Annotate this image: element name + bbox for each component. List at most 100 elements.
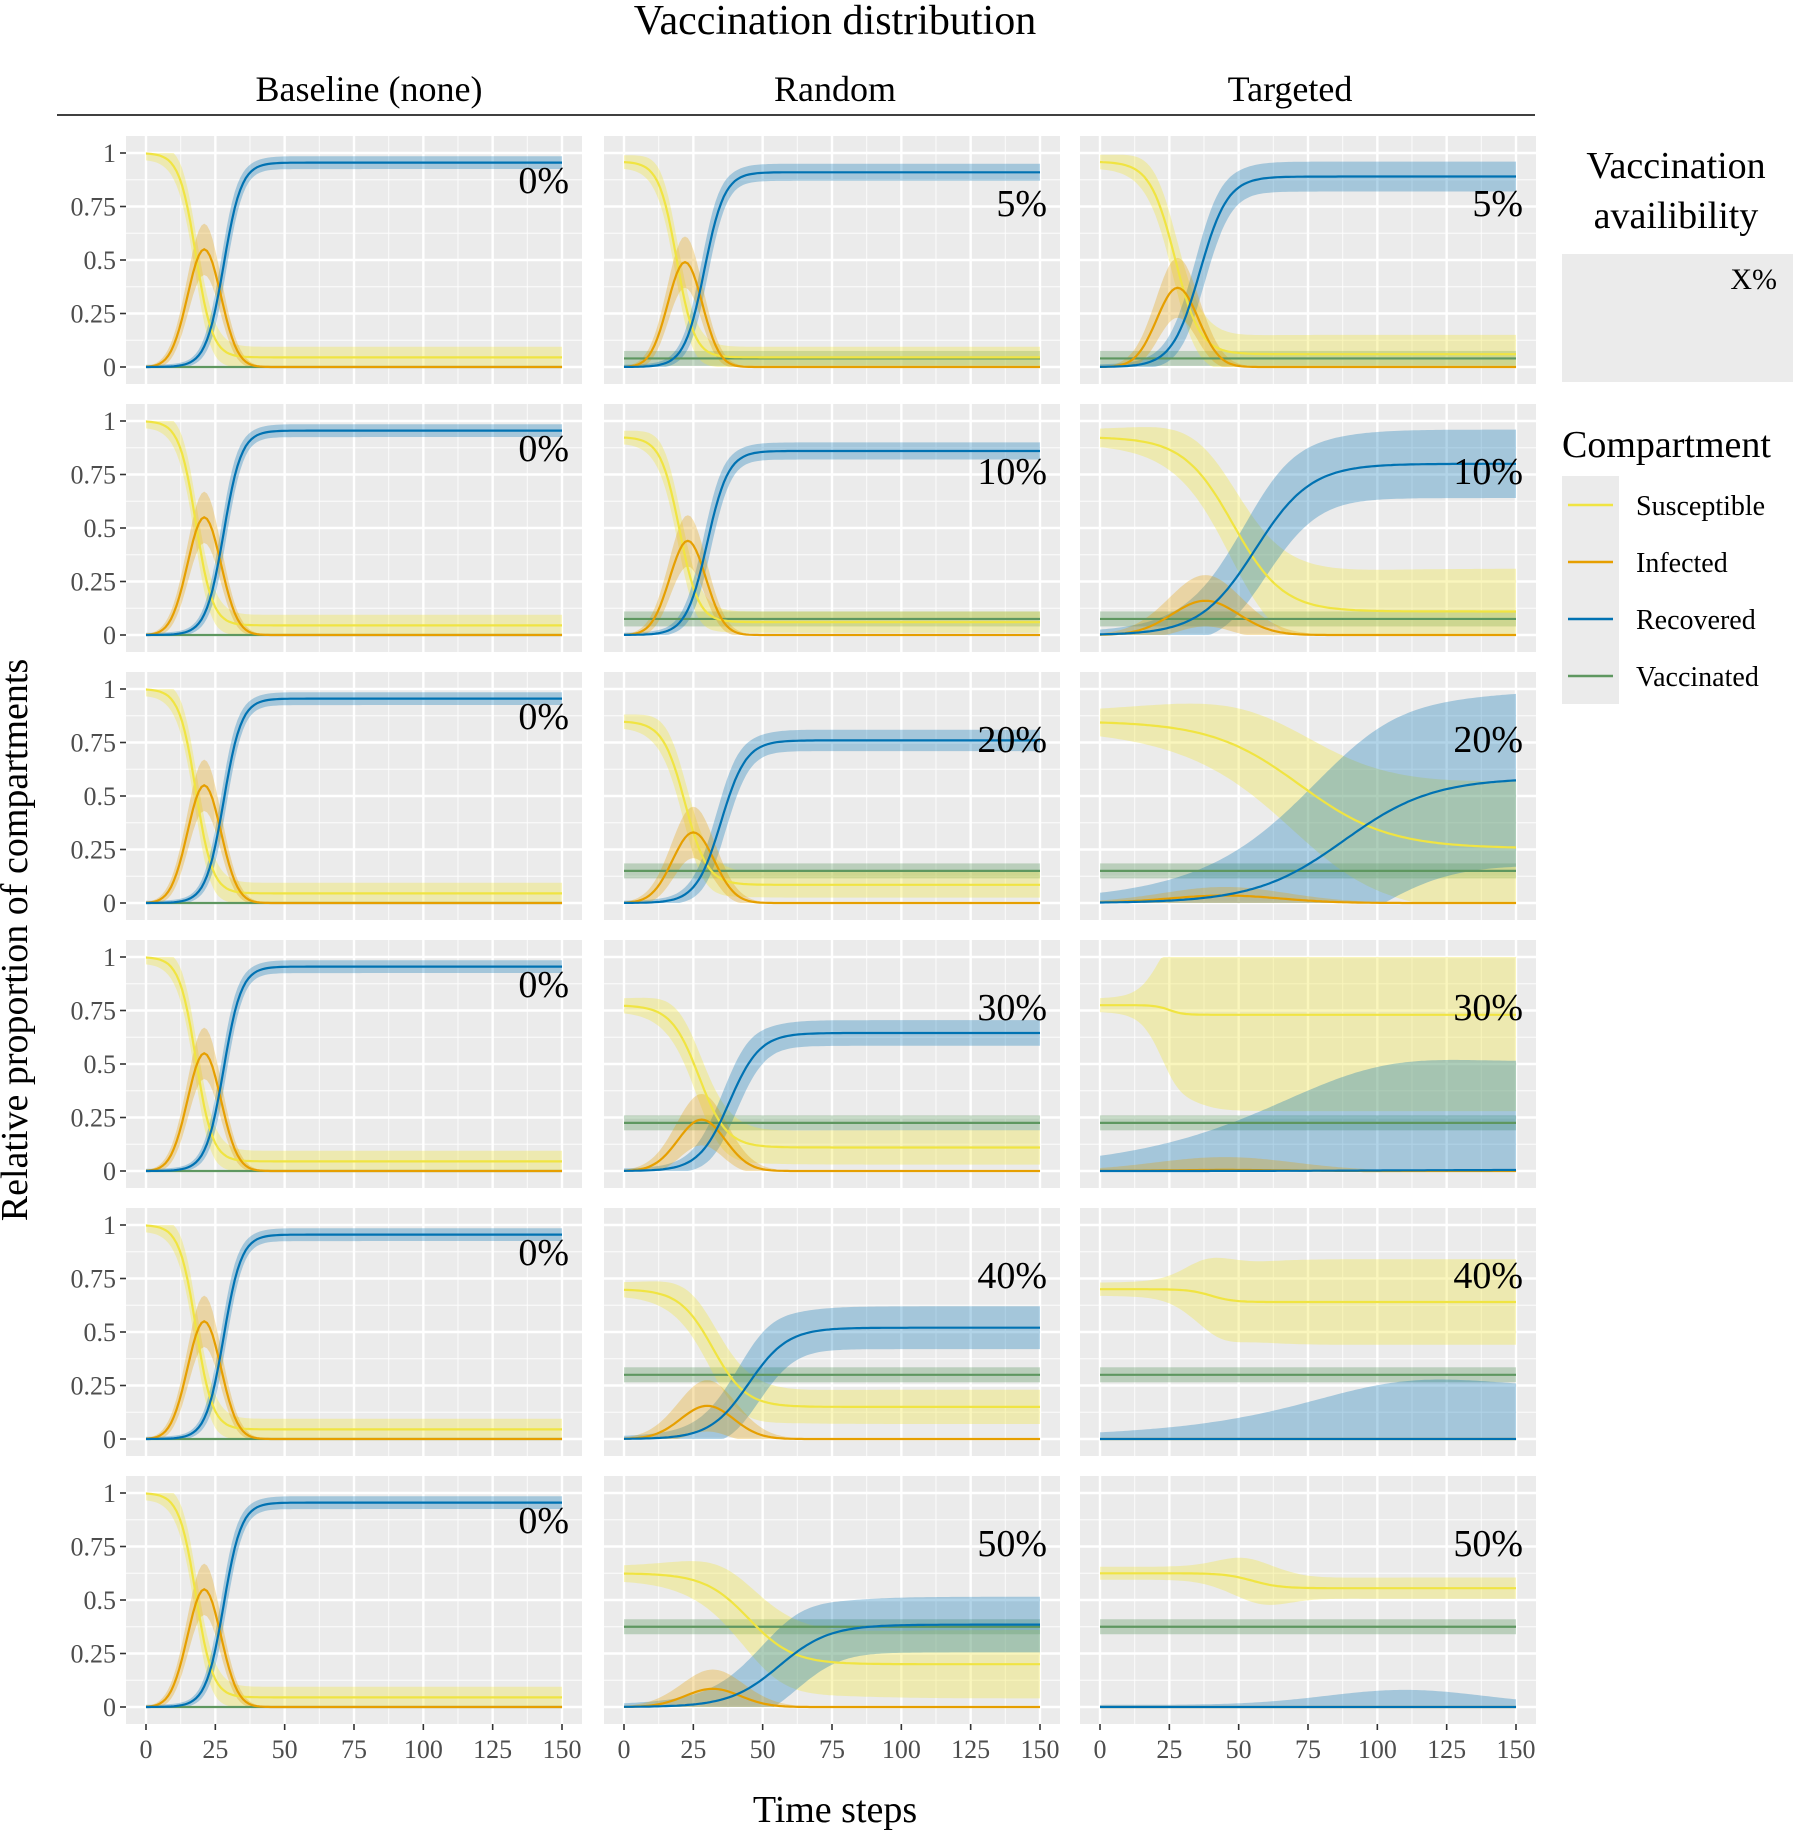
recovered-line bbox=[146, 965, 562, 1173]
facet-legend-title-line1: Vaccination availibility bbox=[1586, 145, 1765, 237]
panel-r5-c2: 40% bbox=[604, 1208, 1060, 1456]
y-tick-label: 1 bbox=[103, 139, 116, 168]
column-label-baseline: Baseline (none) bbox=[256, 69, 483, 109]
susceptible-line bbox=[623, 1288, 1040, 1408]
infected-line bbox=[623, 831, 1040, 905]
susceptible-line bbox=[145, 688, 562, 895]
x-tick-label: 150 bbox=[1497, 1735, 1536, 1764]
susceptible-line bbox=[145, 420, 562, 627]
x-tick-label: 75 bbox=[819, 1735, 845, 1764]
x-tick-label: 100 bbox=[1358, 1735, 1397, 1764]
infected-line bbox=[624, 1687, 1040, 1709]
x-tick-label: 100 bbox=[882, 1735, 921, 1764]
panel-r2-c1: 0% 0 0.25 0.5 0.75 1 bbox=[71, 404, 582, 652]
x-tick-label: 75 bbox=[1295, 1735, 1321, 1764]
susceptible-line bbox=[1100, 1288, 1516, 1304]
column-label-targeted: Targeted bbox=[1228, 69, 1353, 109]
panel-r6-c3: 50% 0 25 50 75 100 125 150 bbox=[1080, 1476, 1536, 1764]
y-tick-label: 0.75 bbox=[71, 193, 117, 222]
susceptible-line bbox=[623, 1004, 1040, 1149]
x-tick-label: 50 bbox=[1226, 1735, 1252, 1764]
x-tick-label: 75 bbox=[341, 1735, 367, 1764]
panel-r6-c2: 50% 0 25 50 75 100 125 150 bbox=[604, 1476, 1060, 1764]
y-tick-label: 0.75 bbox=[71, 461, 117, 490]
compartment-legend-title: Compartment bbox=[1562, 424, 1771, 466]
availability-label: 20% bbox=[1453, 719, 1523, 761]
susceptible-line bbox=[145, 152, 562, 359]
susceptible-line bbox=[145, 956, 562, 1163]
legend-label-recovered: Recovered bbox=[1636, 605, 1756, 636]
y-tick-label: 0 bbox=[103, 1425, 116, 1454]
infected-band bbox=[624, 1094, 1040, 1171]
x-tick-label: 150 bbox=[543, 1735, 582, 1764]
x-tick-label: 25 bbox=[1156, 1735, 1182, 1764]
susceptible-band bbox=[1100, 957, 1516, 1112]
availability-label: 50% bbox=[977, 1523, 1047, 1565]
availability-label: 30% bbox=[977, 987, 1047, 1029]
recovered-line bbox=[146, 1501, 562, 1709]
availability-label: 0% bbox=[518, 1232, 569, 1274]
panel-r4-c2: 30% bbox=[604, 940, 1060, 1188]
x-tick-label: 0 bbox=[1094, 1735, 1107, 1764]
recovered-band bbox=[624, 1306, 1040, 1439]
y-tick-label: 1 bbox=[103, 943, 116, 972]
availability-label: 0% bbox=[518, 1500, 569, 1542]
legend-label-vaccinated: Vaccinated bbox=[1636, 662, 1759, 693]
infected-line bbox=[623, 1118, 1040, 1173]
recovered-line bbox=[146, 697, 562, 905]
y-tick-label: 0.5 bbox=[84, 1318, 117, 1347]
susceptible-band bbox=[624, 430, 1040, 633]
recovered-line bbox=[1100, 779, 1517, 904]
infected-band bbox=[1100, 1157, 1516, 1171]
recovered-band bbox=[1100, 161, 1516, 367]
x-tick-label: 50 bbox=[272, 1735, 298, 1764]
availability-label: 40% bbox=[1453, 1255, 1523, 1297]
y-tick-label: 0.75 bbox=[71, 1533, 117, 1562]
panel-r2-c3: 10% bbox=[1080, 404, 1536, 652]
facet-legend-example: X% bbox=[1730, 263, 1777, 296]
y-tick-label: 1 bbox=[103, 407, 116, 436]
infected-line bbox=[145, 784, 562, 905]
y-tick-label: 0.25 bbox=[71, 836, 117, 865]
x-tick-label: 150 bbox=[1021, 1735, 1060, 1764]
susceptible-band bbox=[624, 1281, 1040, 1424]
susceptible-line bbox=[1099, 436, 1516, 613]
recovered-line bbox=[623, 1031, 1040, 1172]
x-tick-label: 125 bbox=[473, 1735, 512, 1764]
y-tick-label: 0.25 bbox=[71, 1104, 117, 1133]
susceptible-line bbox=[145, 1492, 562, 1699]
susceptible-line bbox=[1100, 1004, 1516, 1016]
recovered-line bbox=[1100, 1168, 1516, 1173]
y-tick-label: 0.5 bbox=[84, 782, 117, 811]
recovered-line bbox=[624, 739, 1040, 904]
recovered-line bbox=[624, 449, 1040, 636]
y-tick-label: 0.25 bbox=[71, 1640, 117, 1669]
y-tick-label: 0 bbox=[103, 621, 116, 650]
availability-label: 50% bbox=[1453, 1523, 1523, 1565]
infected-line bbox=[145, 516, 562, 637]
x-tick-label: 0 bbox=[140, 1735, 153, 1764]
x-tick-label: 0 bbox=[618, 1735, 631, 1764]
y-tick-label: 0.75 bbox=[71, 997, 117, 1026]
infected-line bbox=[145, 1052, 562, 1173]
infected-line bbox=[145, 1320, 562, 1441]
infected-band bbox=[624, 515, 1040, 635]
infected-line bbox=[145, 248, 562, 369]
y-tick-label: 0 bbox=[103, 353, 116, 382]
recovered-line bbox=[146, 161, 562, 369]
y-tick-label: 0.5 bbox=[84, 1050, 117, 1079]
infected-line bbox=[623, 539, 1040, 637]
availability-label: 20% bbox=[977, 719, 1047, 761]
recovered-band bbox=[624, 729, 1040, 903]
infected-band bbox=[624, 806, 1040, 903]
y-tick-label: 0.75 bbox=[71, 729, 117, 758]
legend-label-susceptible: Susceptible bbox=[1636, 491, 1765, 522]
y-tick-label: 0.25 bbox=[71, 1372, 117, 1401]
panel-r1-c3: 5% bbox=[1080, 136, 1536, 384]
infected-line bbox=[623, 260, 1040, 369]
recovered-band bbox=[1100, 693, 1516, 903]
susceptible-line bbox=[1099, 160, 1516, 356]
panel-r6-c1: 0% 0 0.25 0.5 0.75 1 0 25 50 75 100 125 150 bbox=[71, 1476, 582, 1764]
